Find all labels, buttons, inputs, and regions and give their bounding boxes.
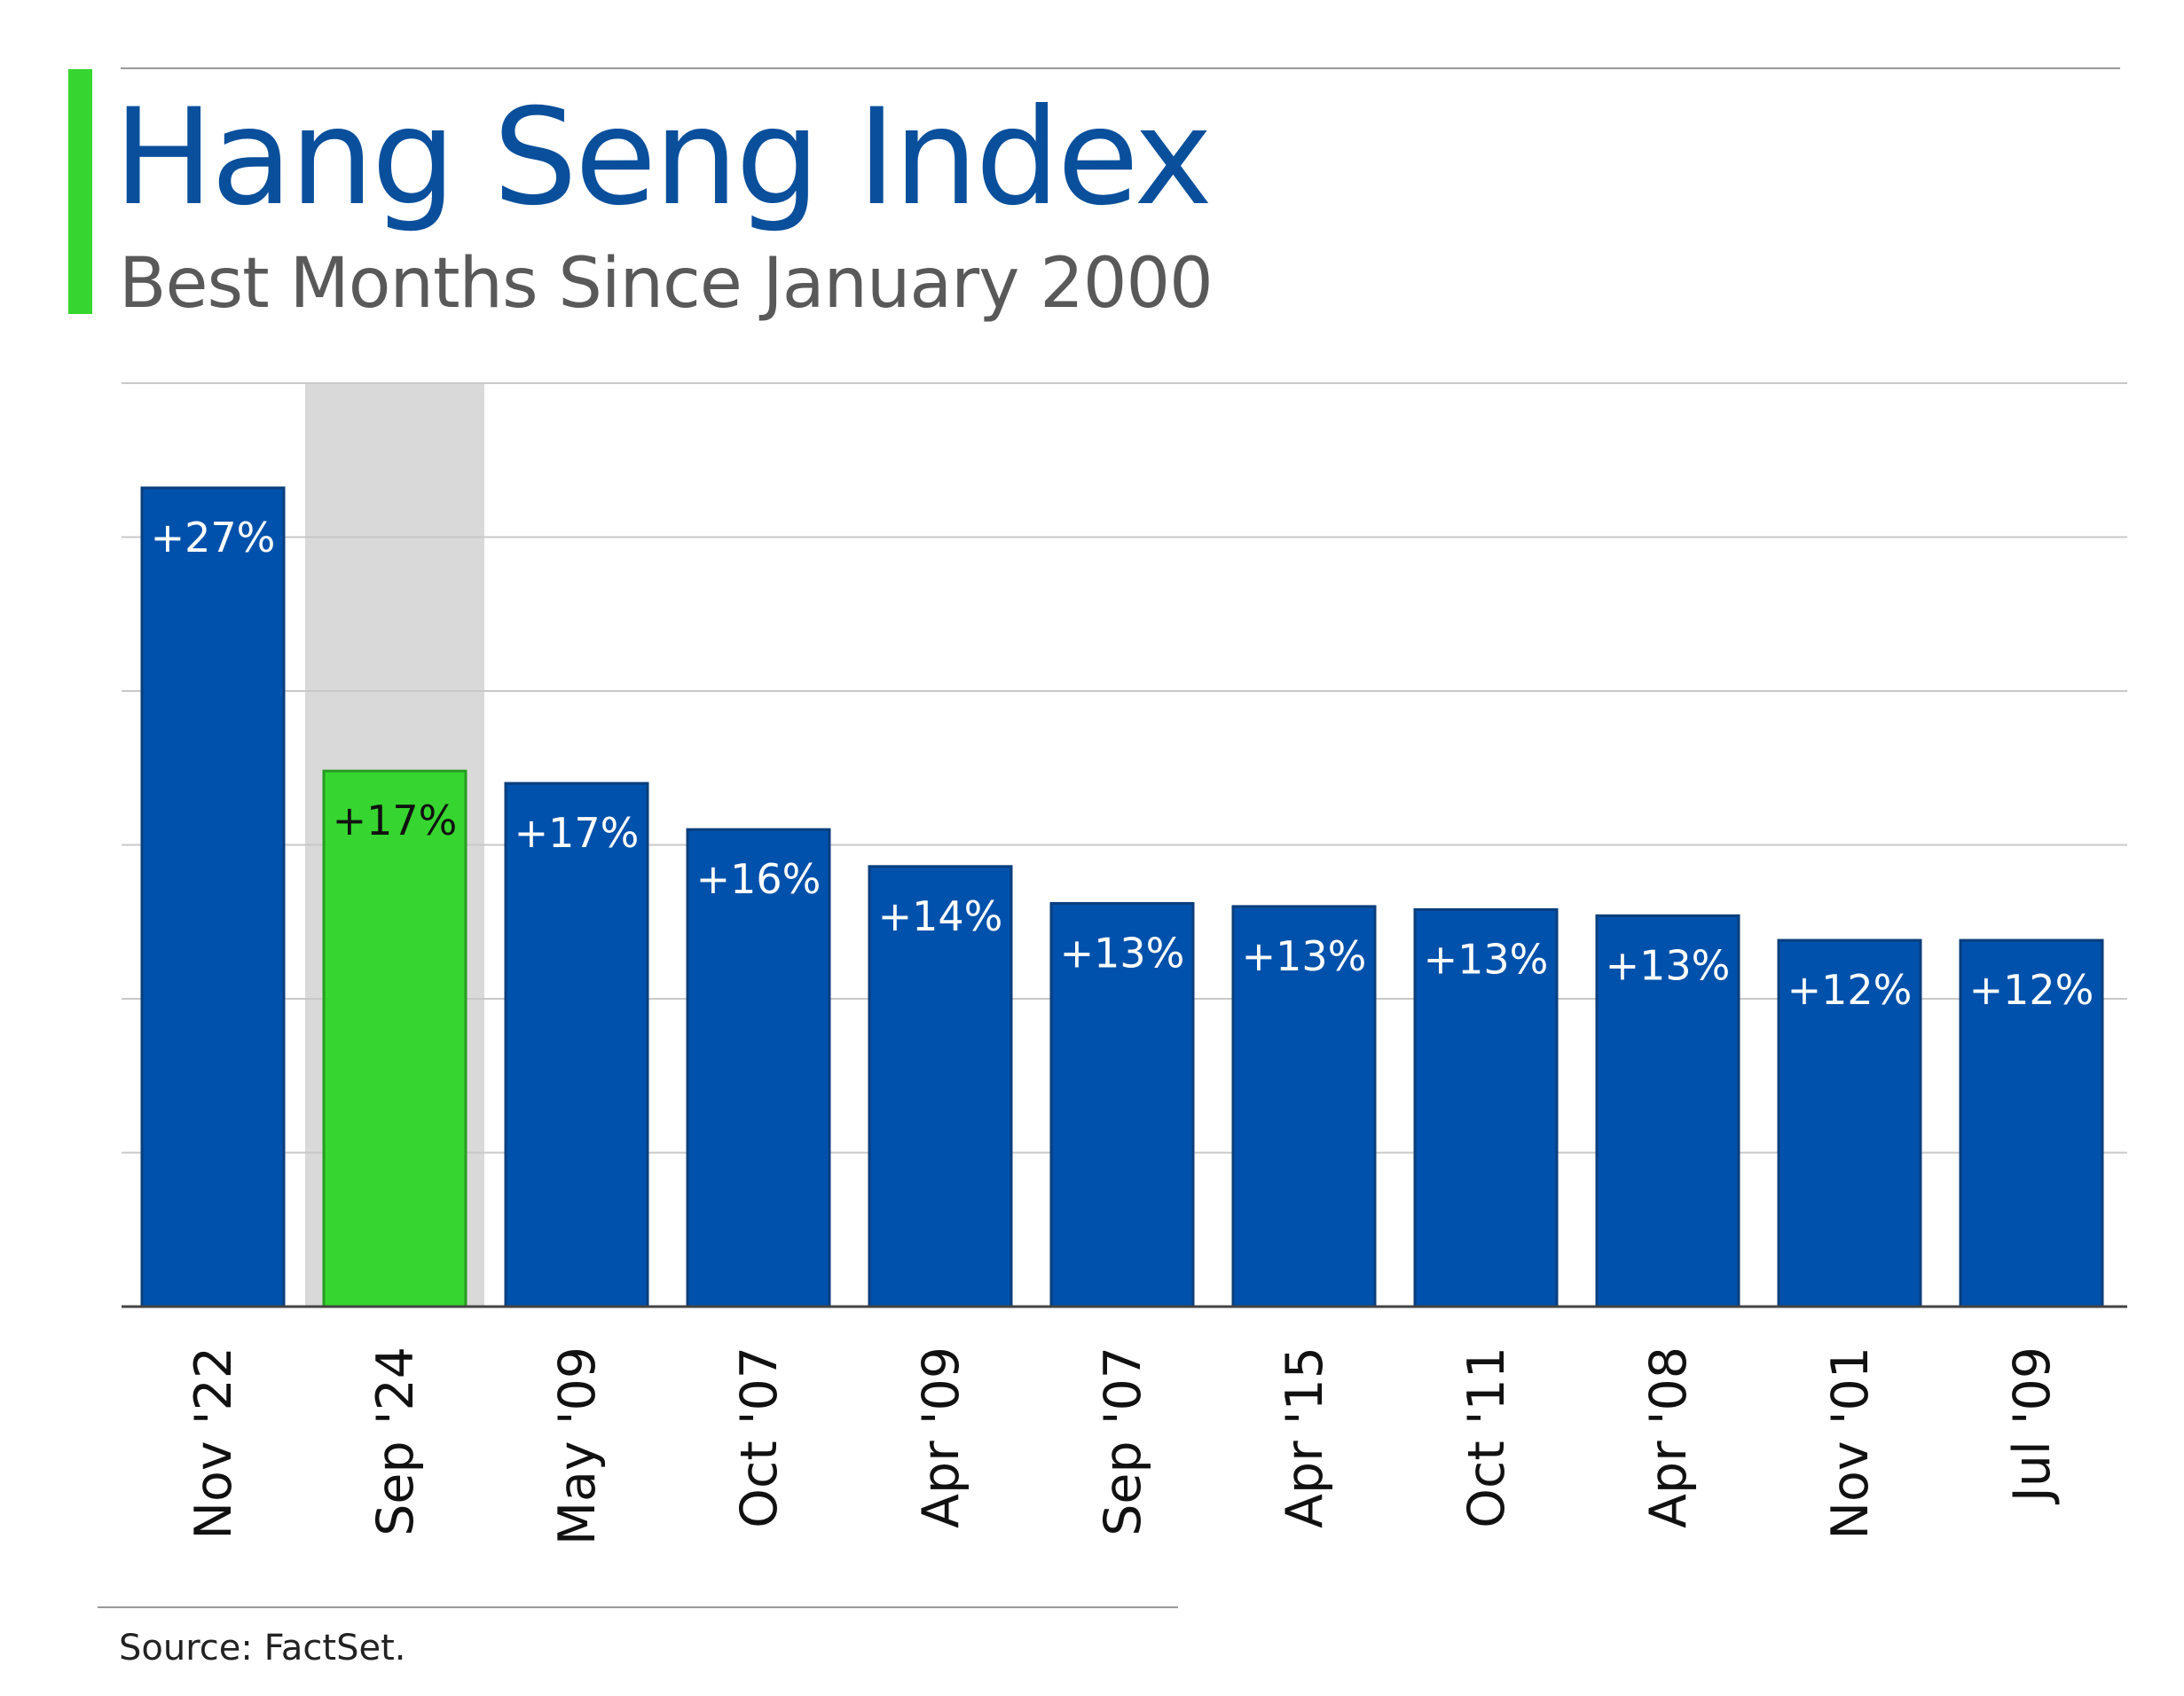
chart-title: Hang Seng Index xyxy=(114,81,1213,235)
bar xyxy=(1231,905,1377,1308)
bar xyxy=(1049,901,1195,1308)
data-label: +16% xyxy=(696,855,821,903)
data-label: +13% xyxy=(1606,941,1731,989)
bar xyxy=(140,486,286,1308)
source-rule xyxy=(98,1606,1178,1608)
data-label: +17% xyxy=(515,809,640,857)
x-tick-label: Apr '08 xyxy=(1639,1347,1698,1528)
x-tick-label: Sep '24 xyxy=(366,1347,425,1536)
x-tick-label: Jul '09 xyxy=(2003,1347,2062,1504)
bar xyxy=(686,828,831,1308)
bar xyxy=(868,865,1013,1308)
x-tick-label: Apr '09 xyxy=(912,1347,970,1528)
x-tick-label: Sep '07 xyxy=(1094,1347,1152,1536)
bar xyxy=(1413,907,1559,1308)
x-tick-label: Oct '07 xyxy=(730,1347,789,1528)
data-label: +13% xyxy=(1424,935,1549,983)
bar xyxy=(1777,938,1922,1308)
x-tick-label: Nov '22 xyxy=(185,1347,243,1540)
x-tick-label: May '09 xyxy=(548,1347,607,1545)
x-tick-label: Nov '01 xyxy=(1821,1347,1880,1540)
source-note: Source: FactSet. xyxy=(119,1628,406,1669)
data-label: +12% xyxy=(1969,966,2094,1014)
bar xyxy=(322,769,467,1308)
x-tick-label: Apr '15 xyxy=(1276,1347,1334,1528)
data-label: +27% xyxy=(151,514,276,561)
data-label: +17% xyxy=(333,797,458,844)
title-accent-bar xyxy=(68,69,92,314)
data-label: +13% xyxy=(1060,929,1185,977)
data-label: +12% xyxy=(1787,966,1913,1014)
top-rule xyxy=(121,67,2120,69)
data-label: +14% xyxy=(878,892,1003,940)
bar xyxy=(504,781,649,1308)
data-label: +13% xyxy=(1242,932,1367,980)
chart-subtitle: Best Months Since January 2000 xyxy=(119,244,1214,324)
x-tick-label: Oct '11 xyxy=(1457,1347,1516,1528)
bar xyxy=(1595,914,1740,1308)
bar xyxy=(1959,938,2104,1308)
